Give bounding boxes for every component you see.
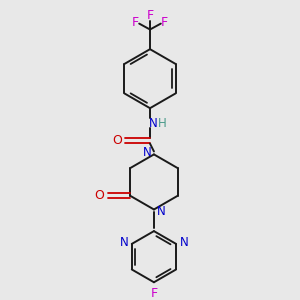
- Text: N: N: [180, 236, 188, 249]
- Text: F: F: [146, 9, 154, 22]
- Text: H: H: [158, 117, 166, 130]
- Text: F: F: [150, 286, 158, 300]
- Text: N: N: [156, 205, 165, 218]
- Text: F: F: [161, 16, 168, 29]
- Text: O: O: [112, 134, 122, 147]
- Text: N: N: [119, 236, 128, 249]
- Text: F: F: [132, 16, 139, 29]
- Text: O: O: [95, 189, 104, 202]
- Text: N: N: [143, 146, 152, 159]
- Text: N: N: [148, 117, 157, 130]
